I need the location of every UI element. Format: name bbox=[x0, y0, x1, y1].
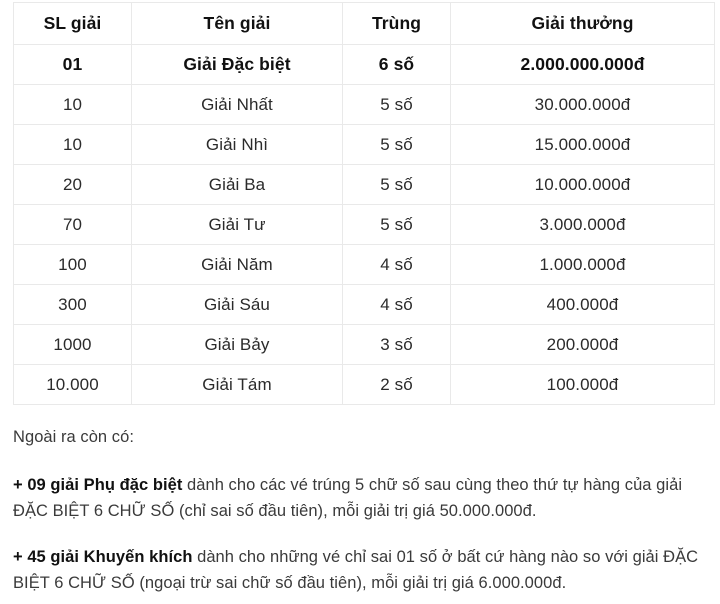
column-header-quantity: SL giải bbox=[13, 2, 132, 45]
cell-prize-amount: 15.000.000đ bbox=[450, 124, 715, 165]
table-row: 300 Giải Sáu 4 số 400.000đ bbox=[13, 284, 715, 325]
cell-prize-name: Giải Bảy bbox=[131, 324, 343, 365]
cell-prize-name: Giải Ba bbox=[131, 164, 343, 205]
cell-quantity: 10 bbox=[13, 84, 132, 125]
cell-prize-amount: 200.000đ bbox=[450, 324, 715, 365]
cell-quantity: 70 bbox=[13, 204, 132, 245]
note-consolation-prize-label: + 45 giải Khuyến khích bbox=[13, 548, 193, 566]
cell-prize-amount: 1.000.000đ bbox=[450, 244, 715, 285]
cell-match: 3 số bbox=[342, 324, 451, 365]
table-row: 20 Giải Ba 5 số 10.000.000đ bbox=[13, 164, 715, 205]
cell-prize-name: Giải Tư bbox=[131, 204, 343, 245]
cell-prize-amount: 400.000đ bbox=[450, 284, 715, 325]
table-row: 70 Giải Tư 5 số 3.000.000đ bbox=[13, 204, 715, 245]
cell-match: 5 số bbox=[342, 164, 451, 205]
cell-prize-amount: 10.000.000đ bbox=[450, 164, 715, 205]
cell-prize-name: Giải Sáu bbox=[131, 284, 343, 325]
cell-match: 5 số bbox=[342, 84, 451, 125]
column-header-prize-amount: Giải thưởng bbox=[450, 2, 715, 45]
note-special-sub-prize: + 09 giải Phụ đặc biệt dành cho các vé t… bbox=[13, 472, 707, 524]
cell-prize-name: Giải Nhất bbox=[131, 84, 343, 125]
cell-prize-name: Giải Đặc biệt bbox=[131, 44, 343, 85]
table-header-row: SL giải Tên giải Trùng Giải thưởng bbox=[13, 2, 715, 45]
table-row: 01 Giải Đặc biệt 6 số 2.000.000.000đ bbox=[13, 44, 715, 85]
cell-match: 5 số bbox=[342, 204, 451, 245]
additional-notes-section: Ngoài ra còn có: + 09 giải Phụ đặc biệt … bbox=[13, 424, 707, 596]
cell-prize-name: Giải Tám bbox=[131, 364, 343, 405]
note-consolation-prize: + 45 giải Khuyến khích dành cho những vé… bbox=[13, 544, 707, 596]
cell-prize-name: Giải Năm bbox=[131, 244, 343, 285]
cell-quantity: 10.000 bbox=[13, 364, 132, 405]
cell-prize-amount: 3.000.000đ bbox=[450, 204, 715, 245]
cell-quantity: 10 bbox=[13, 124, 132, 165]
table-row: 10 Giải Nhì 5 số 15.000.000đ bbox=[13, 124, 715, 165]
notes-lead-text: Ngoài ra còn có: bbox=[13, 428, 134, 446]
cell-quantity: 100 bbox=[13, 244, 132, 285]
table-row: 100 Giải Năm 4 số 1.000.000đ bbox=[13, 244, 715, 285]
cell-quantity: 300 bbox=[13, 284, 132, 325]
table-row: 10.000 Giải Tám 2 số 100.000đ bbox=[13, 364, 715, 405]
note-special-sub-prize-label: + 09 giải Phụ đặc biệt bbox=[13, 476, 183, 494]
cell-match: 4 số bbox=[342, 284, 451, 325]
cell-match: 2 số bbox=[342, 364, 451, 405]
note-consolation-prize-text: dành cho những vé chỉ sai 01 số ở bất cứ… bbox=[13, 548, 699, 592]
cell-quantity: 01 bbox=[13, 44, 132, 85]
prize-table-container: SL giải Tên giải Trùng Giải thưởng 01 Gi… bbox=[13, 2, 715, 405]
cell-quantity: 1000 bbox=[13, 324, 132, 365]
prize-table: SL giải Tên giải Trùng Giải thưởng 01 Gi… bbox=[13, 2, 715, 405]
column-header-match: Trùng bbox=[342, 2, 451, 45]
cell-match: 5 số bbox=[342, 124, 451, 165]
table-body: 01 Giải Đặc biệt 6 số 2.000.000.000đ 10 … bbox=[13, 44, 715, 405]
cell-prize-name: Giải Nhì bbox=[131, 124, 343, 165]
cell-match: 4 số bbox=[342, 244, 451, 285]
table-row: 10 Giải Nhất 5 số 30.000.000đ bbox=[13, 84, 715, 125]
table-row: 1000 Giải Bảy 3 số 200.000đ bbox=[13, 324, 715, 365]
cell-match: 6 số bbox=[342, 44, 451, 85]
cell-quantity: 20 bbox=[13, 164, 132, 205]
note-special-sub-prize-text: dành cho các vé trúng 5 chữ số sau cùng … bbox=[13, 476, 683, 520]
cell-prize-amount: 30.000.000đ bbox=[450, 84, 715, 125]
column-header-prize-name: Tên giải bbox=[131, 2, 343, 45]
cell-prize-amount: 2.000.000.000đ bbox=[450, 44, 715, 85]
table-header: SL giải Tên giải Trùng Giải thưởng bbox=[13, 2, 715, 45]
cell-prize-amount: 100.000đ bbox=[450, 364, 715, 405]
